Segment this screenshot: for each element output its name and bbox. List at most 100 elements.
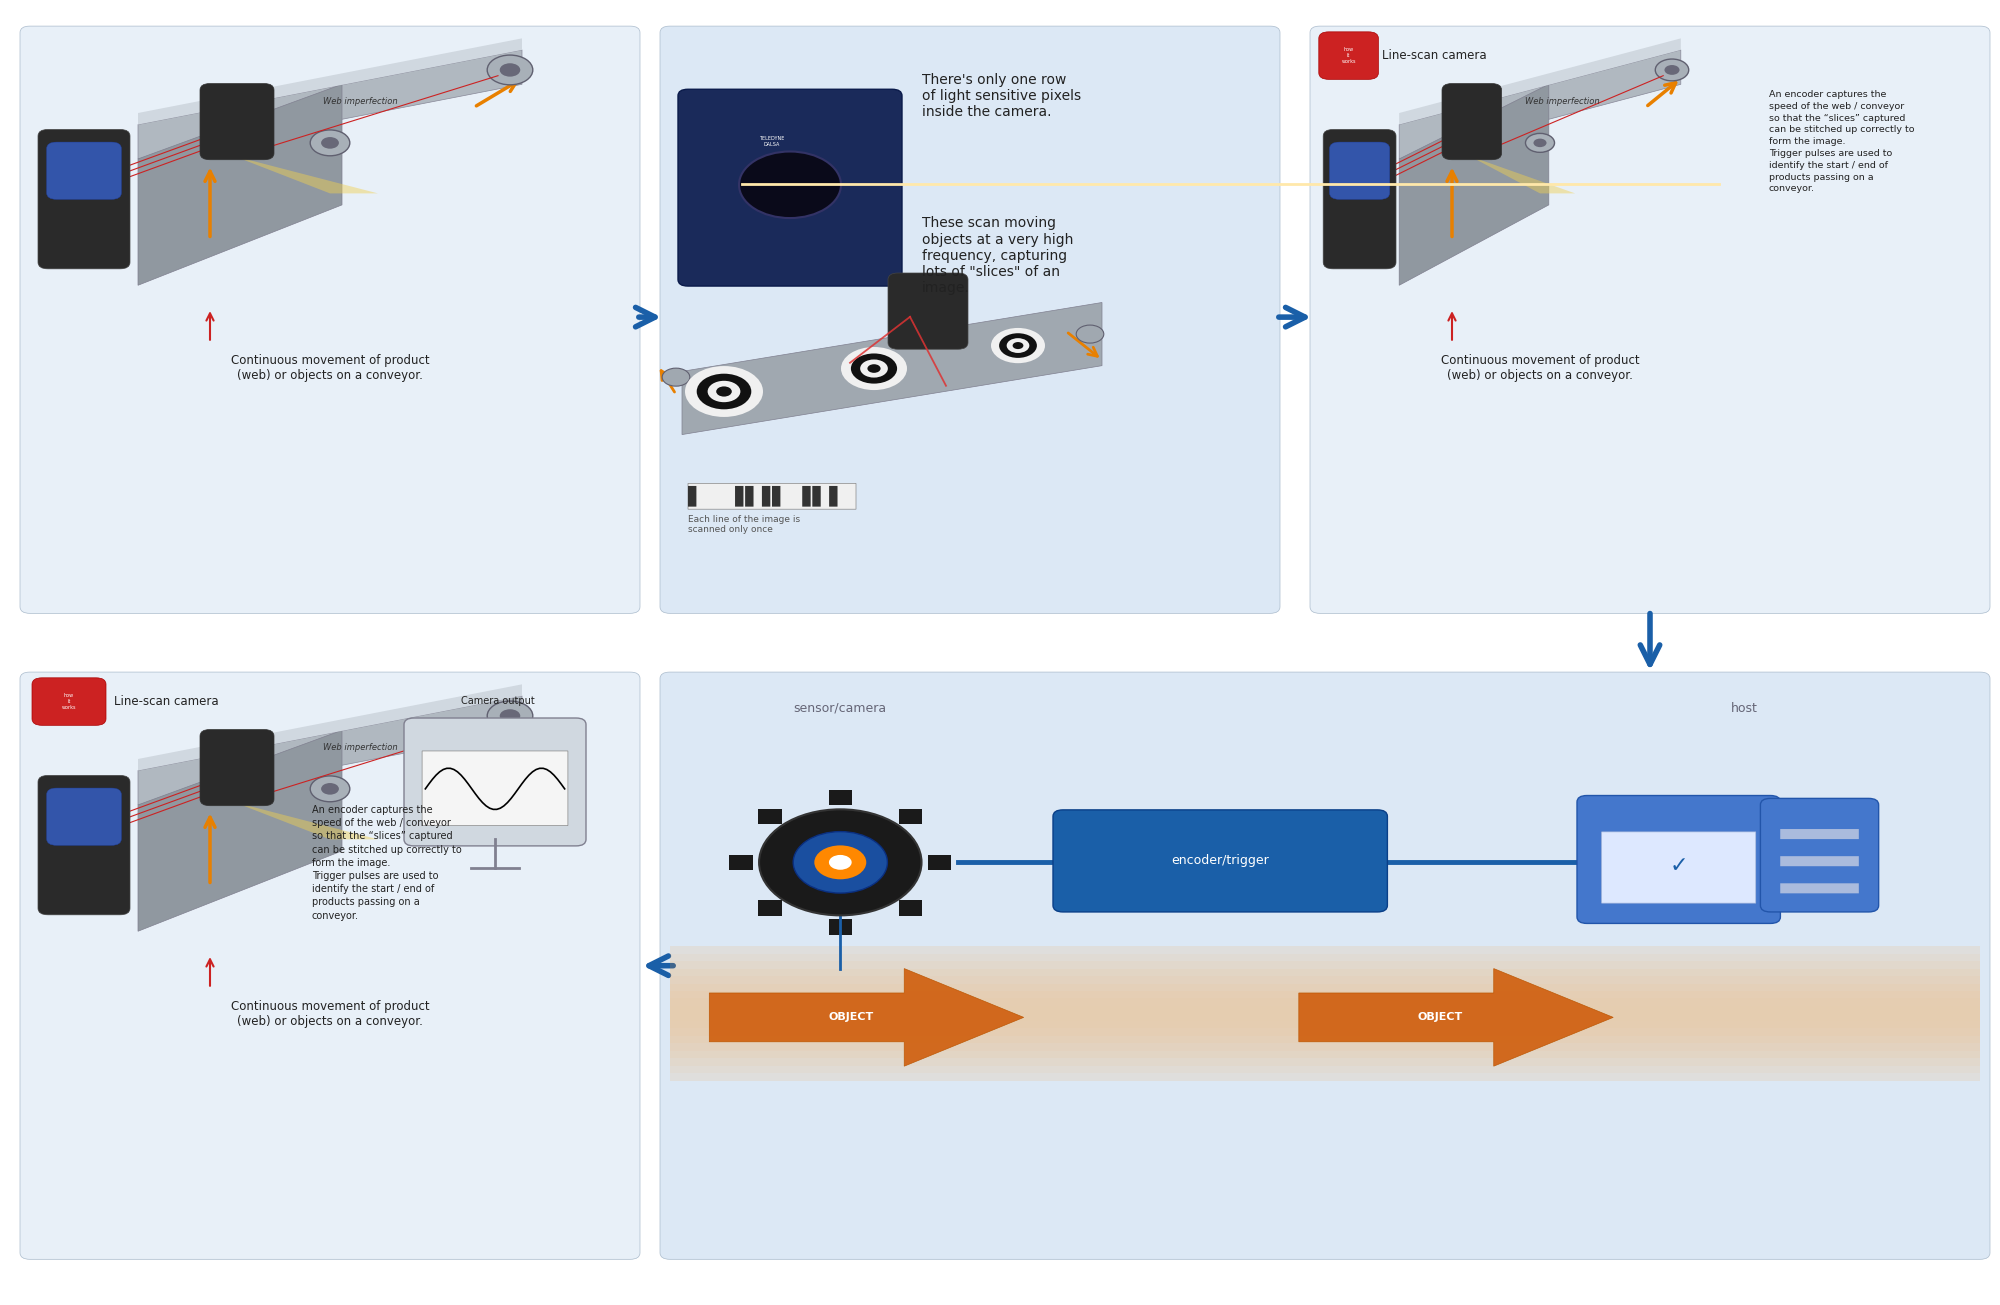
Polygon shape [1400, 38, 1680, 124]
FancyBboxPatch shape [812, 485, 820, 506]
Bar [898, 809, 922, 825]
Circle shape [1656, 59, 1688, 81]
Circle shape [1534, 138, 1546, 147]
Polygon shape [234, 803, 378, 839]
Circle shape [1076, 325, 1104, 343]
Circle shape [1664, 65, 1680, 74]
Circle shape [1006, 338, 1030, 352]
Text: Line-scan camera: Line-scan camera [114, 696, 218, 709]
Circle shape [696, 373, 752, 410]
Polygon shape [682, 303, 1102, 435]
Circle shape [488, 55, 532, 85]
Text: Each line of the image is
scanned only once: Each line of the image is scanned only o… [688, 515, 800, 534]
Polygon shape [670, 976, 1980, 984]
Text: TELEDYNE
DALSA: TELEDYNE DALSA [760, 136, 784, 147]
Polygon shape [1470, 157, 1576, 193]
Text: Continuous movement of product
(web) or objects on a conveyor.: Continuous movement of product (web) or … [230, 354, 430, 382]
Circle shape [740, 151, 840, 218]
Bar [828, 919, 852, 934]
Polygon shape [670, 984, 1980, 990]
Circle shape [760, 809, 922, 915]
Circle shape [992, 328, 1044, 363]
Polygon shape [670, 1058, 1980, 1066]
Polygon shape [670, 1043, 1980, 1051]
Text: These scan moving
objects at a very high
frequency, capturing
lots of "slices" o: These scan moving objects at a very high… [922, 217, 1074, 295]
Bar [898, 900, 922, 916]
Text: OBJECT: OBJECT [1418, 1013, 1462, 1022]
FancyBboxPatch shape [1780, 856, 1858, 867]
Circle shape [322, 783, 338, 795]
Circle shape [708, 381, 740, 402]
Text: There's only one row
of light sensitive pixels
inside the camera.: There's only one row of light sensitive … [922, 73, 1082, 119]
FancyBboxPatch shape [688, 483, 856, 509]
Bar [828, 790, 852, 805]
Polygon shape [138, 684, 522, 770]
Polygon shape [138, 50, 522, 159]
Circle shape [1526, 133, 1554, 153]
Polygon shape [670, 1021, 1980, 1028]
Polygon shape [1400, 50, 1680, 159]
Text: Continuous movement of product
(web) or objects on a conveyor.: Continuous movement of product (web) or … [230, 1000, 430, 1028]
FancyBboxPatch shape [1324, 129, 1396, 269]
Text: Line-scan camera: Line-scan camera [1382, 50, 1486, 63]
FancyBboxPatch shape [1602, 831, 1756, 903]
Text: Continuous movement of product
(web) or objects on a conveyor.: Continuous movement of product (web) or … [1440, 354, 1640, 382]
Circle shape [488, 701, 532, 731]
Polygon shape [1298, 968, 1614, 1066]
Polygon shape [670, 1006, 1980, 1014]
Polygon shape [670, 1014, 1980, 1021]
Circle shape [814, 846, 866, 880]
Bar [928, 855, 952, 870]
FancyBboxPatch shape [20, 672, 640, 1259]
Text: An encoder captures the
speed of the web / conveyor
so that the “slices” capture: An encoder captures the speed of the web… [1768, 90, 1914, 193]
Circle shape [500, 63, 520, 77]
Polygon shape [670, 960, 1980, 968]
Polygon shape [670, 1066, 1980, 1073]
FancyBboxPatch shape [1330, 142, 1390, 200]
FancyBboxPatch shape [888, 273, 968, 350]
FancyBboxPatch shape [830, 485, 838, 506]
Polygon shape [710, 968, 1024, 1066]
Circle shape [310, 776, 350, 801]
Polygon shape [138, 38, 522, 124]
Text: Web imperfection: Web imperfection [322, 743, 398, 752]
Polygon shape [670, 1028, 1980, 1036]
FancyBboxPatch shape [1780, 883, 1858, 894]
FancyBboxPatch shape [772, 485, 780, 506]
Polygon shape [138, 731, 342, 932]
FancyBboxPatch shape [762, 485, 770, 506]
FancyBboxPatch shape [422, 750, 568, 826]
Polygon shape [670, 990, 1980, 998]
Circle shape [322, 137, 338, 149]
Polygon shape [138, 696, 522, 805]
Polygon shape [670, 946, 1980, 954]
Circle shape [1000, 333, 1036, 358]
Polygon shape [670, 968, 1980, 976]
FancyBboxPatch shape [688, 485, 696, 506]
Circle shape [684, 367, 764, 418]
FancyBboxPatch shape [200, 729, 274, 805]
Circle shape [1012, 342, 1024, 350]
FancyBboxPatch shape [660, 672, 1990, 1259]
Circle shape [716, 386, 732, 397]
FancyBboxPatch shape [1442, 84, 1502, 159]
Text: sensor/camera: sensor/camera [794, 702, 886, 715]
Polygon shape [138, 85, 342, 286]
FancyBboxPatch shape [678, 89, 902, 286]
Text: ✓: ✓ [1670, 856, 1688, 877]
FancyBboxPatch shape [46, 788, 122, 846]
Circle shape [794, 831, 888, 893]
Text: OBJECT: OBJECT [828, 1013, 874, 1022]
Text: how
it
works: how it works [1342, 47, 1356, 64]
Text: how
it
works: how it works [62, 693, 76, 710]
Text: encoder/trigger: encoder/trigger [1172, 855, 1270, 868]
FancyBboxPatch shape [1310, 26, 1990, 613]
FancyBboxPatch shape [1576, 796, 1780, 924]
FancyBboxPatch shape [38, 775, 130, 915]
Circle shape [868, 364, 880, 373]
Circle shape [850, 354, 898, 384]
FancyBboxPatch shape [32, 677, 106, 726]
Circle shape [842, 347, 908, 390]
FancyBboxPatch shape [38, 129, 130, 269]
FancyBboxPatch shape [1780, 829, 1858, 839]
